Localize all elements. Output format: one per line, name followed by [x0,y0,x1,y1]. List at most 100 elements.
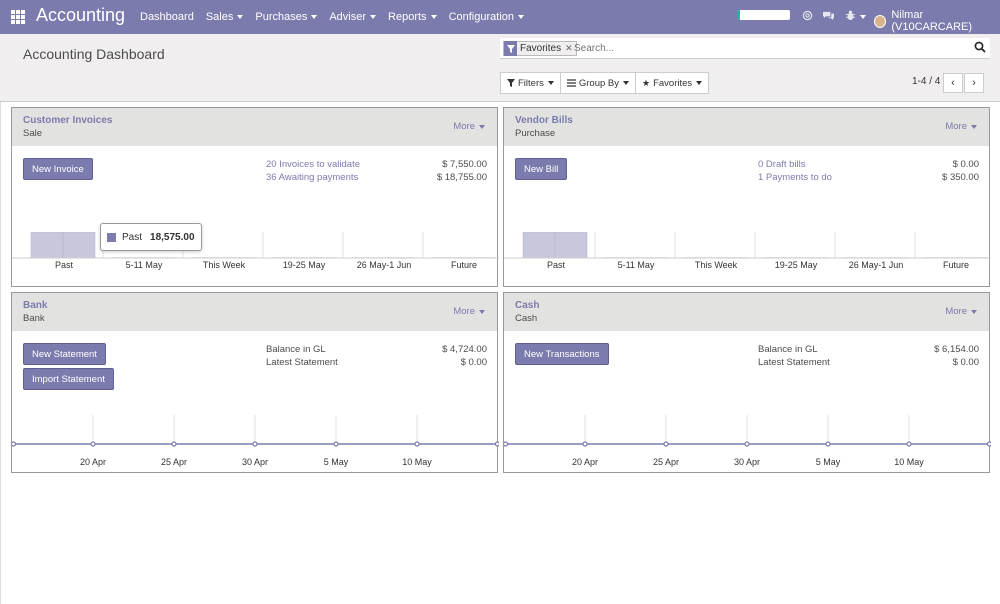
filter-icon [507,79,515,87]
main-menu: Dashboard Sales Purchases Adviser Reports Con… [134,0,530,34]
data-point[interactable] [333,441,339,447]
x-tick-label: 20 Apr [79,457,107,467]
card-title[interactable]: Vendor Bills [515,115,573,126]
filters-button[interactable]: Filters [500,72,561,94]
caret-icon [479,309,485,314]
group-by-button[interactable]: Group By [559,72,637,94]
menu-item-label: Purchases [255,11,308,23]
awaiting-payments-link[interactable]: 36 Awaiting payments [266,172,359,183]
data-point[interactable] [90,441,96,447]
card-header: Customer Invoices Sale More [12,108,497,146]
card-header: Cash Cash More [504,293,989,331]
data-point[interactable] [414,441,420,447]
card-title[interactable]: Bank [23,300,48,311]
caret-icon [518,15,524,19]
chart-tooltip: Past 18,575.00 [100,223,202,251]
pager-next-button[interactable]: › [964,73,984,93]
invoices-to-validate-value: $ 7,550.00 [442,159,487,170]
draft-bills-value: $ 0.00 [952,159,979,170]
latest-statement-value: $ 0.00 [460,357,487,368]
menu-item-label: Adviser [329,11,367,23]
data-point[interactable] [906,441,912,447]
pager-value[interactable]: 1-4 / 4 [912,76,941,87]
left-edge-divider [0,0,1,604]
card-title[interactable]: Customer Invoices [23,115,113,126]
more-label: More [945,306,967,317]
x-tick-label: 30 Apr [733,457,761,467]
user-menu[interactable]: Nilmar (V10CARCARE) [874,9,1000,33]
data-point[interactable] [744,441,750,447]
new-transactions-button[interactable]: New Transactions [515,343,609,365]
menu-item-adviser[interactable]: Adviser [323,0,382,34]
menu-item-reports[interactable]: Reports [382,0,443,34]
bar-chart-svg [12,232,499,259]
pager-previous-button[interactable]: ‹ [943,73,963,93]
caret-icon [430,15,437,19]
debug-dropdown-caret-icon[interactable] [860,15,866,19]
card-more-dropdown[interactable]: More [945,306,977,317]
chevron-left-icon: ‹ [951,77,955,89]
caret-icon [623,81,630,85]
card-subtitle: Bank [23,313,45,324]
latest-statement-label: Latest Statement [758,357,830,368]
import-statement-button[interactable]: Import Statement [23,368,114,390]
card-more-dropdown[interactable]: More [453,306,485,317]
menu-item-sales[interactable]: Sales [200,0,250,34]
bar-chart-svg [504,232,991,259]
data-point[interactable] [825,441,831,447]
menu-item-dashboard[interactable]: Dashboard [134,0,200,34]
at-mention-icon[interactable] [802,10,813,21]
search-input[interactable] [574,41,954,56]
user-name: Nilmar (V10CARCARE) [891,9,973,33]
data-point[interactable] [171,441,177,447]
more-label: More [453,121,475,132]
search-icon[interactable] [974,41,986,53]
list-icon [566,79,576,87]
control-panel: Accounting Dashboard Favorites ✕ Filters… [0,34,1000,102]
card-subtitle: Purchase [515,128,556,139]
card-header: Bank Bank More [12,293,497,331]
data-point[interactable] [252,441,258,447]
line-chart-svg [12,415,500,447]
x-tick-label: 5-11 May [125,260,163,270]
data-point[interactable] [12,441,17,447]
activity-progress-bar[interactable] [738,10,790,20]
debug-bug-icon[interactable] [845,10,856,21]
menu-item-purchases[interactable]: Purchases [249,0,323,34]
group-by-label: Group By [578,77,620,89]
data-point[interactable] [494,441,500,447]
search-facet-favorites[interactable]: Favorites ✕ [503,41,577,56]
menu-item-label: Configuration [448,11,514,23]
app-brand: Accounting [36,5,126,25]
facet-remove-icon[interactable]: ✕ [565,43,573,53]
draft-bills-link[interactable]: 0 Draft bills [758,159,806,170]
x-tick-label: 5 May [323,457,349,467]
x-tick-label: This Week [202,260,246,270]
data-point[interactable] [663,441,669,447]
favorites-button[interactable]: ★ Favorites [635,72,710,94]
card-title[interactable]: Cash [515,300,540,311]
x-tick-label: 26 May-1 Jun [356,260,412,270]
caret-icon [370,15,377,19]
page-title: Accounting Dashboard [23,46,165,62]
caret-icon [311,15,318,19]
card-more-dropdown[interactable]: More [945,121,977,132]
filters-label: Filters [518,77,544,89]
card-vendor-bills: Vendor Bills Purchase More New Bill 0 Dr… [503,107,991,287]
menu-item-configuration[interactable]: Configuration [443,0,530,34]
search-bar[interactable]: Favorites ✕ [500,38,990,59]
card-more-dropdown[interactable]: More [453,121,485,132]
new-invoice-button[interactable]: New Invoice [23,158,93,180]
data-point[interactable] [504,441,509,447]
card-subtitle: Sale [23,128,43,139]
data-point[interactable] [582,441,588,447]
x-tick-label: Future [450,260,478,270]
chat-icon[interactable] [822,10,835,21]
data-point[interactable] [986,441,992,447]
payments-to-do-link[interactable]: 1 Payments to do [758,172,832,183]
new-statement-button[interactable]: New Statement [23,343,106,365]
balance-in-gl-label: Balance in GL [758,344,818,355]
apps-grid-icon[interactable] [11,10,25,24]
invoices-to-validate-link[interactable]: 20 Invoices to validate [266,159,361,170]
new-bill-button[interactable]: New Bill [515,158,568,180]
